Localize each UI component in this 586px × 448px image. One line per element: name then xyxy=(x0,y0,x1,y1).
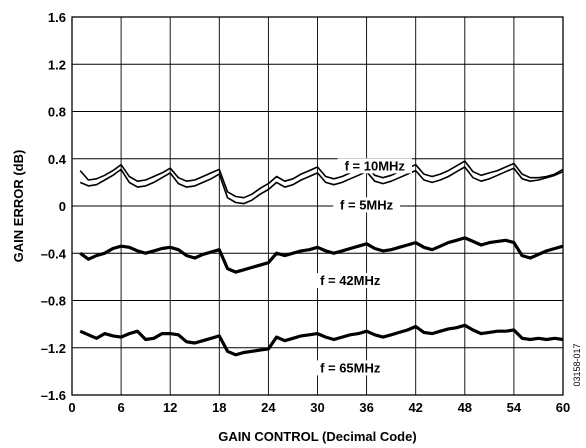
y-tick-label: 0.4 xyxy=(48,152,67,167)
x-tick-labels: 0 6 12 18 24 30 36 42 48 54 60 xyxy=(68,400,570,415)
y-tick-label: 0 xyxy=(59,199,66,214)
x-tick-label: 12 xyxy=(163,400,177,415)
x-tick-label: 42 xyxy=(408,400,422,415)
x-axis-title: GAIN CONTROL (Decimal Code) xyxy=(218,429,416,444)
plot-frame xyxy=(71,16,564,396)
series-label-bg xyxy=(337,158,412,174)
y-tick-label: 1.6 xyxy=(48,10,66,25)
y-axis-title: GAIN ERROR (dB) xyxy=(11,150,26,263)
series-labels: f = 10MHz f = 5MHz f = 42MHz f = 65MHz xyxy=(313,158,412,376)
y-tick-label: 1.2 xyxy=(48,57,66,72)
y-tick-labels: 1.6 1.2 0.8 0.4 0 –0.4 –0.8 –1.2 –1.6 xyxy=(41,10,67,403)
x-tick-label: 0 xyxy=(68,400,75,415)
series-label: f = 65MHz xyxy=(320,360,381,375)
x-tick-label: 24 xyxy=(261,400,276,415)
figure-id: 03158-017 xyxy=(572,343,582,386)
series-label: f = 42MHz xyxy=(320,273,381,288)
y-tick-label: –1.6 xyxy=(41,388,66,403)
y-tick-label: 0.8 xyxy=(48,105,66,120)
x-tick-label: 6 xyxy=(117,400,124,415)
x-tick-label: 54 xyxy=(507,400,522,415)
y-tick-label: –0.4 xyxy=(41,246,67,261)
series-label-bg xyxy=(313,360,388,376)
x-tick-label: 36 xyxy=(359,400,373,415)
x-tick-label: 60 xyxy=(556,400,570,415)
series-line xyxy=(79,166,564,205)
x-tick-label: 48 xyxy=(458,400,472,415)
series-label-bg xyxy=(313,272,388,288)
y-tick-label: –1.2 xyxy=(41,341,66,356)
y-tick-label: –0.8 xyxy=(41,294,66,309)
series-label: f = 10MHz xyxy=(345,158,406,173)
series-line xyxy=(79,323,564,357)
series-label: f = 5MHz xyxy=(340,197,394,212)
x-tick-label: 18 xyxy=(212,400,226,415)
series-label-bg xyxy=(333,197,400,213)
x-tick-label: 30 xyxy=(310,400,324,415)
series-line xyxy=(79,236,564,274)
series-line xyxy=(79,160,564,199)
plot-series xyxy=(79,160,564,357)
